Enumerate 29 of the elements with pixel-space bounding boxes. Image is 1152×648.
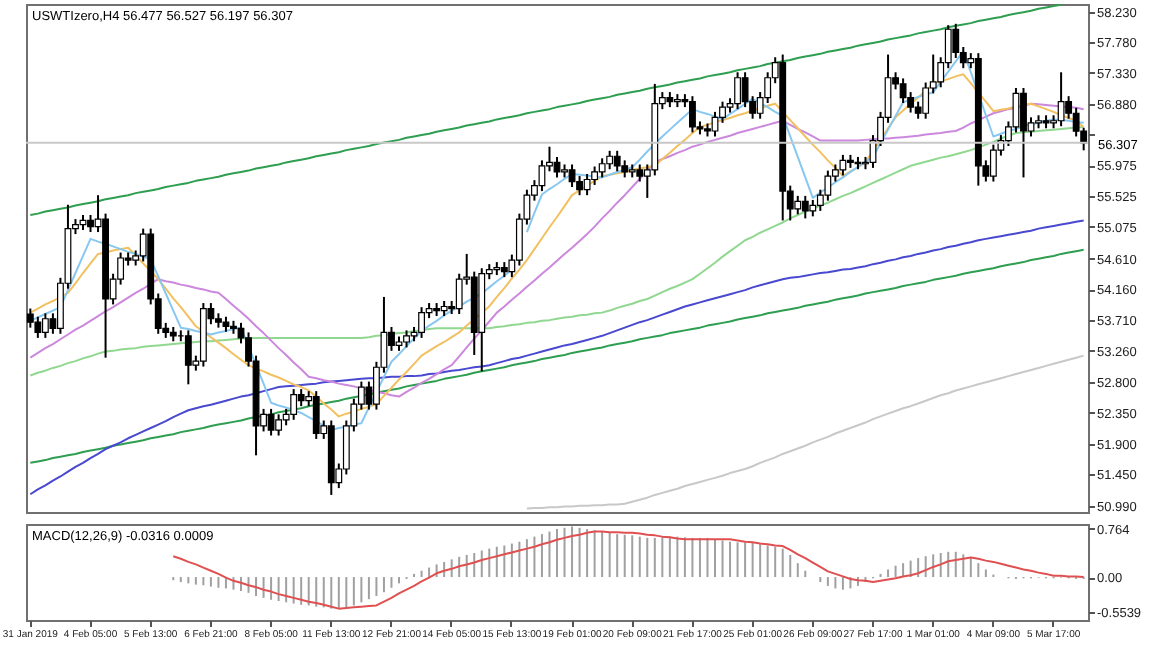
candlestick — [312, 390, 320, 440]
candlestick — [794, 194, 802, 216]
candlestick — [689, 95, 696, 134]
candlestick — [290, 388, 298, 421]
candlestick — [598, 157, 606, 179]
candlestick — [418, 306, 425, 339]
candlestick — [275, 413, 283, 437]
candlestick — [989, 143, 997, 183]
line-series — [29, 219, 1085, 496]
candlestick — [606, 149, 614, 171]
candlestick — [899, 77, 907, 105]
candlestick — [267, 407, 275, 437]
line-series — [525, 354, 1085, 510]
line-series — [29, 4, 1063, 216]
candlestick — [184, 329, 192, 386]
candlestick — [839, 153, 847, 177]
line-series — [172, 530, 1085, 610]
candlestick — [41, 312, 49, 339]
line-series — [29, 248, 1085, 464]
candlestick — [734, 71, 741, 111]
candlestick — [711, 110, 719, 138]
candlestick — [613, 149, 621, 173]
candlestick — [1057, 71, 1065, 128]
candlestick — [1020, 86, 1027, 179]
candlestick — [34, 315, 42, 339]
candlestick — [553, 155, 561, 179]
candlestick — [583, 173, 591, 197]
candlestick — [801, 194, 809, 220]
candlestick — [568, 163, 576, 188]
